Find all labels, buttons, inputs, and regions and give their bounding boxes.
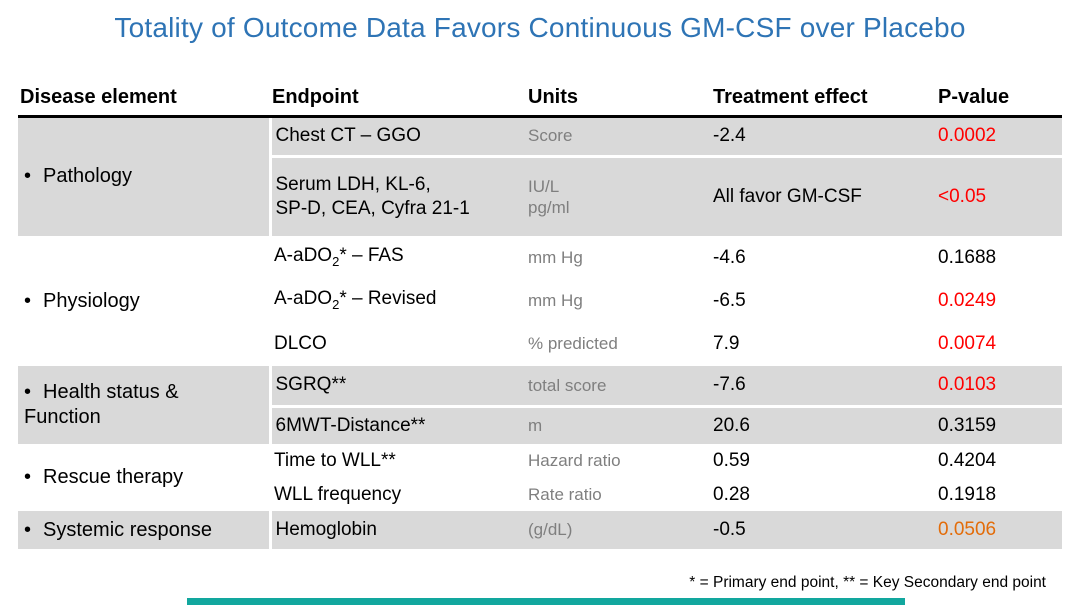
col-header-endpoint: Endpoint	[270, 76, 526, 118]
group-label-physiology: • Physiology	[18, 236, 270, 366]
group-label-health-status: • Health status & Function	[18, 366, 272, 444]
endpoint-text: * – FAS	[339, 245, 404, 267]
table-row: Serum LDH, KL-6, SP-D, CEA, Cyfra 21-1 I…	[18, 154, 1062, 236]
cell-endpoint: Serum LDH, KL-6, SP-D, CEA, Cyfra 21-1	[270, 154, 526, 236]
cell-pvalue: 0.1688	[936, 236, 1062, 279]
cell-endpoint: A-aDO2* – FAS	[270, 236, 526, 279]
bullet: •	[24, 381, 32, 403]
group-label-systemic-response: • Systemic response	[18, 511, 272, 549]
bottom-accent-bar	[187, 598, 905, 605]
group-label-text: Rescue therapy	[43, 466, 184, 488]
cell-treatment-effect: 0.59	[713, 450, 750, 472]
cell-endpoint: SGRQ**	[270, 366, 526, 406]
cell-endpoint: Time to WLL**	[274, 450, 396, 472]
pvalue-text: <0.05	[938, 185, 987, 207]
cell-treatment-effect: -6.5	[713, 289, 746, 311]
cell-endpoint: Chest CT – GGO	[270, 116, 526, 156]
cell-pvalue: 0.0103	[936, 366, 1062, 406]
table-row: • Rescue therapy Time to WLL** Hazard rat…	[18, 444, 1062, 488]
bullet: •	[24, 466, 32, 488]
footnote: * = Primary end point, ** = Key Secondar…	[689, 574, 1046, 591]
group-label-text: Systemic response	[43, 518, 212, 541]
endpoint-text: A-aDO	[274, 245, 333, 267]
cell-units: mm Hg	[528, 247, 583, 267]
pvalue-text: 0.0506	[938, 519, 997, 541]
table-row: DLCO % predicted 7.9 0.0074	[18, 322, 1062, 366]
cell-pvalue: 0.4204	[936, 444, 1062, 478]
cell-endpoint: 6MWT-Distance**	[270, 404, 526, 444]
slide-title: Totality of Outcome Data Favors Continuo…	[114, 12, 966, 43]
cell-units: mm Hg	[528, 290, 583, 310]
cell-pvalue: 0.3159	[936, 404, 1062, 444]
cell-units: % predicted	[528, 334, 618, 354]
col-header-units: Units	[526, 76, 711, 118]
cell-endpoint: A-aDO2* – Revised	[270, 279, 526, 322]
cell-treatment-effect: 0.28	[713, 483, 750, 505]
cell-units: total score	[526, 366, 711, 406]
cell-endpoint: Hemoglobin	[270, 511, 526, 549]
bullet: •	[24, 165, 32, 188]
table-row: • Health status & Function SGRQ** total s…	[18, 366, 1062, 444]
cell-pvalue: 0.0074	[936, 322, 1062, 366]
cell-treatment-effect: 7.9	[713, 333, 740, 355]
pvalue-text: 0.3159	[938, 414, 997, 436]
endpoint-subscript: 2	[332, 297, 340, 313]
group-label-text: Health status & Function	[24, 381, 179, 428]
pvalue-text: 0.0002	[938, 125, 997, 147]
cell-endpoint: DLCO	[274, 333, 327, 355]
bullet: •	[24, 289, 32, 312]
cell-units: (g/dL)	[526, 511, 711, 549]
cell-treatment-effect: -0.5	[711, 511, 936, 549]
group-label-pathology: • Pathology	[18, 116, 272, 236]
cell-endpoint: WLL frequency	[274, 483, 402, 505]
cell-treatment-effect: -4.6	[713, 246, 746, 268]
cell-units: IU/L pg/ml	[526, 154, 711, 236]
cell-treatment-effect: -7.6	[711, 366, 936, 406]
col-header-disease-element: Disease element	[18, 76, 270, 118]
cell-pvalue: 0.0002	[936, 116, 1062, 156]
header-row: Disease element Endpoint Units Treatment…	[18, 76, 1062, 118]
cell-units: m	[526, 404, 711, 444]
pvalue-text: 0.1918	[938, 483, 997, 505]
group-label-rescue-therapy: • Rescue therapy	[18, 444, 270, 511]
table-row: WLL frequency Rate ratio 0.28 0.1918	[18, 478, 1062, 511]
cell-treatment-effect: -2.4	[711, 116, 936, 156]
cell-pvalue: <0.05	[936, 154, 1062, 236]
table-row: • Physiology A-aDO2* – FAS mm Hg -4.6 0.1…	[18, 236, 1062, 311]
col-header-pvalue: P-value	[936, 76, 1062, 118]
cell-units: Hazard ratio	[528, 451, 621, 471]
cell-pvalue: 0.0506	[936, 511, 1062, 549]
cell-units: Score	[526, 116, 711, 156]
endpooint-text: * – Revised	[339, 288, 437, 310]
cell-treatment-effect: 20.6	[711, 404, 936, 444]
endpoint-text: A-aDO	[274, 288, 333, 310]
cell-pvalue: 0.0249	[936, 279, 1062, 322]
pvalue-text: 0.0103	[938, 374, 997, 396]
cell-units: Rate ratio	[528, 484, 602, 504]
outcomes-table: Disease element Endpoint Units Treatment…	[18, 76, 1062, 549]
pvalue-text: 0.0074	[938, 333, 997, 355]
table-row: A-aDO2* – Revised mm Hg -6.5 0.0249	[18, 279, 1062, 322]
cell-pvalue: 0.1918	[936, 478, 1062, 511]
table-row: • Pathology Chest CT – GGO Score -2.4 0.0…	[18, 116, 1062, 236]
table-row: • Systemic response Hemoglobin (g/dL) -0.…	[18, 511, 1062, 549]
group-label-text: Pathology	[43, 165, 132, 188]
cell-treatment-effect: All favor GM-CSF	[711, 154, 936, 236]
pvalue-text: 0.0249	[938, 289, 997, 311]
pvalue-text: 0.1688	[938, 246, 997, 268]
col-header-treatment-effect: Treatment effect	[711, 76, 936, 118]
pvalue-text: 0.4204	[938, 450, 997, 472]
endpoint-subscript: 2	[332, 254, 340, 270]
bullet: •	[24, 518, 32, 541]
group-label-text: Physiology	[43, 289, 140, 312]
table-row: 6MWT-Distance** m 20.6 0.3159	[18, 404, 1062, 444]
